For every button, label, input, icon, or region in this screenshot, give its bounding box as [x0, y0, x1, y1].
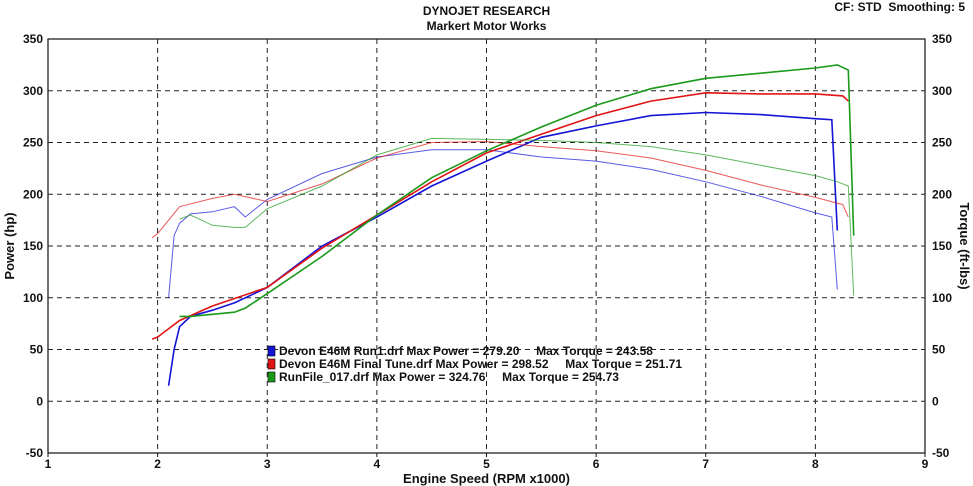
legend-entry: RunFile_017.drf Max Power = 324.76 Max T…: [279, 370, 619, 384]
x-tick-label: 9: [922, 457, 929, 471]
x-tick-label: 7: [702, 457, 709, 471]
y-tick-label-right: 350: [932, 32, 952, 46]
y-tick-label-left: 50: [30, 343, 44, 357]
y-tick-label-left: 0: [36, 394, 43, 408]
x-tick-label: 1: [45, 457, 52, 471]
series-layer: [151, 64, 855, 386]
y-tick-label-right: 100: [932, 291, 952, 305]
correction-factor-info: CF: STD Smoothing: 5: [834, 0, 965, 14]
grid: [47, 39, 926, 457]
smoothing-label: Smoothing: 5: [888, 0, 965, 14]
y-axis-label-right: Torque (ft-lbs): [957, 202, 972, 289]
y-tick-label-left: 150: [23, 239, 43, 253]
x-axis-label: Engine Speed (RPM x1000): [403, 471, 570, 486]
y-tick-label-left: 350: [23, 32, 43, 46]
cf-label: CF: STD: [834, 0, 882, 14]
chart-subtitle: Markert Motor Works: [426, 19, 547, 33]
torque-line: [179, 137, 855, 296]
y-tick-label-right: 250: [932, 136, 952, 150]
x-tick-label: 2: [154, 457, 161, 471]
legend-swatch: [267, 371, 276, 383]
y-tick-label-right: 300: [932, 84, 952, 98]
y-tick-label-right: 0: [932, 394, 939, 408]
y-tick-label-right: 50: [932, 343, 946, 357]
y-tick-label-left: 300: [23, 84, 43, 98]
y-tick-label-right: 200: [932, 187, 952, 201]
torque-line: [151, 140, 849, 239]
y-tick-label-left: 250: [23, 136, 43, 150]
y-tick-label-left: 100: [23, 291, 43, 305]
x-tick-label: 3: [264, 457, 271, 471]
legend: Devon E46M Run1.drf Max Power = 279.20 M…: [267, 344, 682, 384]
x-tick-label: 8: [812, 457, 819, 471]
y-tick-label-left: -50: [26, 446, 44, 460]
legend-entry: Devon E46M Run1.drf Max Power = 279.20 M…: [279, 344, 653, 358]
y-tick-label-right: 150: [932, 239, 952, 253]
power-line: [179, 64, 855, 318]
x-tick-label: 4: [374, 457, 381, 471]
legend-swatch: [267, 358, 276, 370]
torque-line: [168, 149, 838, 298]
power-line: [151, 91, 849, 340]
y-axis-label-left: Power (hp): [2, 212, 17, 279]
legend-swatch: [267, 345, 276, 357]
chart-title: DYNOJET RESEARCH: [422, 4, 551, 18]
x-tick-label: 5: [483, 457, 490, 471]
y-tick-label-right: -50: [932, 446, 950, 460]
legend-entry: Devon E46M Final Tune.drf Max Power = 29…: [279, 357, 682, 371]
y-tick-label-left: 200: [23, 187, 43, 201]
x-tick-label: 6: [593, 457, 600, 471]
